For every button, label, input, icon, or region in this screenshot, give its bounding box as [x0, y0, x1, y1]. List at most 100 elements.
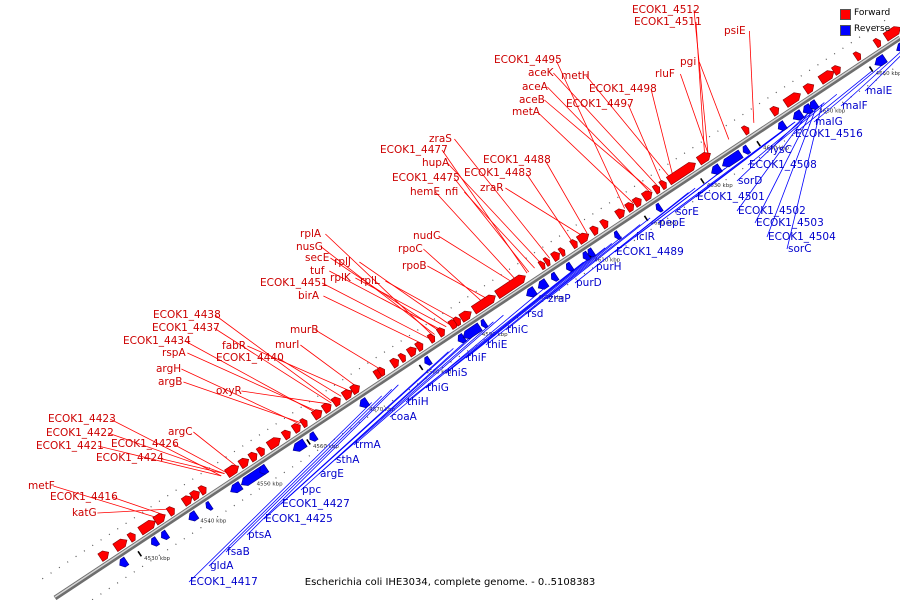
- forward-gene-label: rpoB: [402, 260, 427, 272]
- forward-leader: [698, 61, 730, 140]
- legend: Forward Reverse: [838, 8, 900, 40]
- reverse-gene-label: ECOK1_4516: [795, 128, 863, 140]
- forward-leader: [537, 111, 634, 204]
- forward-gene-label: zraR: [480, 182, 504, 194]
- forward-gene: [631, 197, 642, 208]
- forward-leader: [627, 103, 663, 184]
- forward-gene: [542, 257, 551, 267]
- reverse-gene-label: thiC: [507, 324, 528, 336]
- forward-gene: [557, 247, 566, 258]
- forward-leader: [650, 88, 674, 177]
- reverse-gene: [205, 500, 214, 511]
- forward-gene-label: birA: [298, 290, 320, 302]
- reverse-leader: [334, 321, 494, 461]
- forward-gene: [237, 457, 250, 470]
- forward-gene: [165, 506, 175, 517]
- tick-label: 4580 kbp: [425, 369, 451, 375]
- reverse-gene: [587, 247, 597, 258]
- forward-swatch: [840, 9, 851, 20]
- reverse-leader: [208, 395, 382, 567]
- forward-leader: [325, 233, 434, 336]
- forward-gene-label: rplL: [360, 275, 380, 287]
- forward-gene-label: ECOK1_4422: [46, 427, 114, 439]
- reverse-gene-label: zraP: [548, 293, 571, 305]
- reverse-leader: [188, 402, 372, 583]
- forward-gene: [97, 550, 110, 562]
- forward-leader: [505, 187, 584, 237]
- forward-leader: [525, 172, 574, 243]
- backbone-highlight: [54, 36, 900, 598]
- forward-leader: [453, 177, 530, 273]
- reverse-leader: [736, 113, 808, 182]
- reverse-gene-label: thiG: [427, 382, 449, 394]
- legend-reverse-label: Reverse: [854, 24, 891, 34]
- tick-label: 4610 kbp: [594, 258, 620, 264]
- forward-leader: [241, 390, 330, 405]
- reverse-gene: [896, 42, 900, 52]
- reverse-leader: [280, 348, 454, 505]
- forward-gene: [769, 105, 780, 117]
- forward-gene-label: argC: [168, 426, 193, 438]
- forward-leader: [181, 368, 300, 425]
- forward-gene-label: fabR: [222, 340, 246, 352]
- reverse-gene: [526, 286, 538, 298]
- forward-gene: [426, 333, 436, 344]
- forward-gene-label: ECOK1_4416: [50, 491, 118, 503]
- forward-gene: [651, 184, 661, 195]
- forward-gene: [614, 208, 625, 220]
- reverse-gene: [161, 529, 171, 541]
- forward-gene: [550, 251, 560, 263]
- forward-leader: [586, 75, 671, 179]
- forward-gene-label: metH: [561, 70, 590, 82]
- reverse-swatch: [840, 25, 851, 36]
- reverse-leader: [485, 243, 613, 346]
- reverse-gene-label: ECOK1_4417: [190, 576, 258, 588]
- forward-gene: [624, 202, 635, 213]
- forward-leader: [695, 21, 706, 156]
- forward-gene-label: hupA: [422, 157, 450, 169]
- forward-gene: [414, 341, 424, 353]
- reverse-leader: [657, 127, 788, 224]
- reverse-leader: [445, 254, 596, 374]
- forward-leader: [187, 352, 319, 413]
- forward-gene-label: hemE: [410, 186, 440, 198]
- forward-gene-label: ECOK1_4426: [111, 438, 179, 450]
- reverse-leader: [674, 122, 794, 213]
- forward-gene: [658, 180, 667, 191]
- forward-gene-label: nfi: [445, 186, 458, 198]
- forward-gene-label: ECOK1_4511: [634, 16, 702, 28]
- forward-gene-label: secE: [305, 252, 329, 264]
- forward-leader: [97, 508, 172, 514]
- forward-gene: [537, 260, 546, 271]
- forward-gene-label: aceK: [528, 67, 555, 79]
- forward-gene-label: rplA: [300, 228, 322, 240]
- legend-forward-label: Forward: [854, 8, 891, 18]
- forward-leader: [321, 246, 435, 335]
- forward-gene: [126, 532, 136, 543]
- forward-gene-label: ECOK1_4495: [494, 54, 562, 66]
- forward-gene: [452, 316, 462, 327]
- forward-gene-label: ECOK1_4438: [153, 309, 221, 321]
- reverse-gene: [457, 332, 467, 344]
- reverse-gene-label: ECOK1_4508: [749, 159, 817, 171]
- forward-gene: [882, 26, 900, 42]
- forward-gene: [320, 402, 332, 414]
- reverse-gene: [259, 463, 270, 475]
- forward-gene: [280, 429, 291, 441]
- forward-gene-label: oxyR: [216, 385, 242, 397]
- reverse-gene: [613, 230, 622, 241]
- forward-gene: [299, 418, 308, 429]
- reverse-leader: [353, 314, 504, 446]
- forward-leader: [247, 345, 350, 392]
- figure-caption: Escherichia coli IHE3034, complete genom…: [304, 577, 596, 588]
- forward-gene: [405, 346, 417, 358]
- reverse-gene-label: sorE: [676, 206, 699, 218]
- reverse-gene-label: pepE: [659, 217, 685, 229]
- reverse-gene: [809, 99, 820, 111]
- forward-gene-label: ECOK1_4498: [589, 83, 657, 95]
- forward-leader: [435, 191, 517, 281]
- reverse-gene-label: ECOK1_4425: [265, 513, 333, 525]
- forward-leader: [438, 235, 514, 283]
- forward-leader: [111, 496, 163, 515]
- forward-leader: [553, 72, 659, 187]
